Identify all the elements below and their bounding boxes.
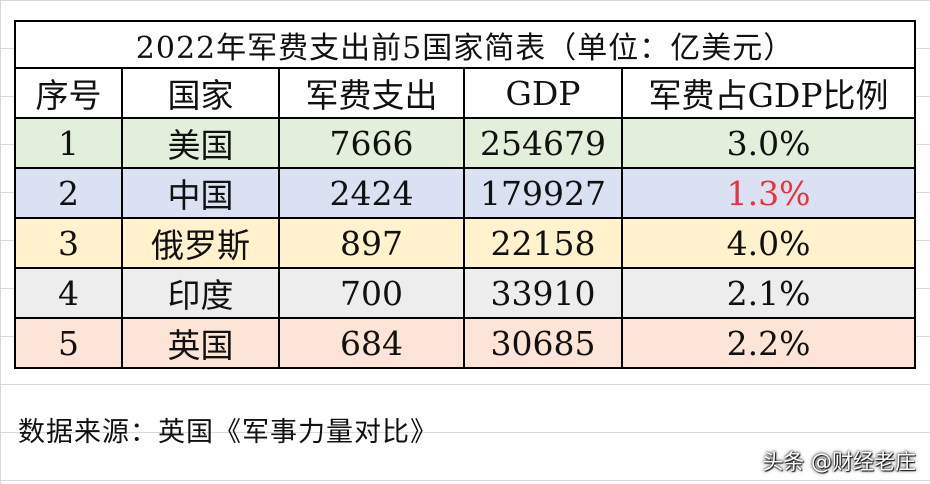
watermark: 头条 @财经老庄 bbox=[762, 450, 916, 474]
header-country[interactable]: 国家 bbox=[121, 67, 280, 119]
cell-ratio[interactable]: 3.0% bbox=[620, 117, 917, 169]
table-row: 4 印度 700 33910 2.1% bbox=[14, 267, 917, 319]
cell-country[interactable]: 英国 bbox=[121, 317, 280, 369]
cell-rank[interactable]: 4 bbox=[14, 267, 123, 319]
cell-country[interactable]: 印度 bbox=[121, 267, 280, 319]
cell-gdp[interactable]: 22158 bbox=[463, 217, 623, 269]
cell-ratio[interactable]: 2.1% bbox=[620, 267, 917, 319]
cell-country[interactable]: 俄罗斯 bbox=[121, 217, 280, 269]
data-source-note[interactable]: 数据来源：英国《军事力量对比》 bbox=[18, 417, 438, 448]
table-row: 1 美国 7666 254679 3.0% bbox=[14, 117, 917, 169]
title-row: 2022年军费支出前5国家简表（单位：亿美元） bbox=[13, 20, 917, 69]
header-rank[interactable]: 序号 bbox=[14, 67, 123, 119]
cell-ratio[interactable]: 4.0% bbox=[620, 217, 917, 269]
cell-ratio[interactable]: 2.2% bbox=[620, 317, 917, 369]
cell-spending[interactable]: 2424 bbox=[278, 167, 465, 219]
cell-gdp[interactable]: 30685 bbox=[463, 317, 623, 369]
cell-rank[interactable]: 5 bbox=[14, 317, 123, 369]
cell-gdp[interactable]: 254679 bbox=[463, 117, 623, 169]
table-row: 2 中国 2424 179927 1.3% bbox=[14, 167, 917, 219]
cell-spending[interactable]: 897 bbox=[278, 217, 465, 269]
header-spending[interactable]: 军费支出 bbox=[278, 67, 465, 119]
cell-rank[interactable]: 1 bbox=[14, 117, 123, 169]
header-row: 序号 国家 军费支出 GDP 军费占GDP比例 bbox=[14, 67, 917, 119]
cell-rank[interactable]: 3 bbox=[14, 217, 123, 269]
cell-spending[interactable]: 684 bbox=[278, 317, 465, 369]
table-row: 3 俄罗斯 897 22158 4.0% bbox=[14, 217, 917, 269]
cell-spending[interactable]: 7666 bbox=[278, 117, 465, 169]
header-gdp[interactable]: GDP bbox=[463, 67, 623, 119]
cell-spending[interactable]: 700 bbox=[278, 267, 465, 319]
table-row: 5 英国 684 30685 2.2% bbox=[14, 317, 917, 369]
table-body: 1 美国 7666 254679 3.0% 2 中国 2424 179927 1.3% 3 俄罗斯 89… bbox=[14, 117, 917, 369]
header-ratio[interactable]: 军费占GDP比例 bbox=[620, 67, 917, 119]
cell-rank[interactable]: 2 bbox=[14, 167, 123, 219]
cell-country[interactable]: 美国 bbox=[121, 117, 280, 169]
table-title[interactable]: 2022年军费支出前5国家简表（单位：亿美元） bbox=[13, 20, 917, 69]
cell-gdp[interactable]: 33910 bbox=[463, 267, 623, 319]
military-spending-table: 2022年军费支出前5国家简表（单位：亿美元） 序号 国家 军费支出 GDP 军… bbox=[13, 20, 917, 369]
cell-country[interactable]: 中国 bbox=[121, 167, 280, 219]
cell-ratio[interactable]: 1.3% bbox=[620, 167, 917, 219]
cell-gdp[interactable]: 179927 bbox=[463, 167, 623, 219]
